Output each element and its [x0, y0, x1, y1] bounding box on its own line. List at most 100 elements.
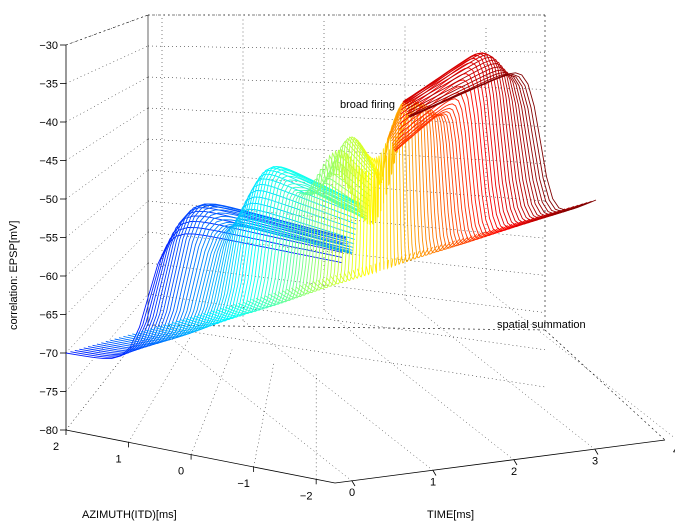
surface-line-54 — [304, 144, 373, 292]
z-grid-left-1 — [65, 45, 149, 84]
surface-line-116 — [408, 72, 579, 216]
surface-line-96 — [396, 107, 491, 241]
y-axis-label: TIME[ms] — [427, 509, 474, 521]
surface-line-0 — [65, 233, 342, 359]
z-grid-left-7 — [65, 231, 149, 315]
surface-line-110 — [404, 54, 553, 223]
z-grid-back-10 — [147, 324, 546, 388]
z-tick-label-10: −80 — [39, 425, 58, 437]
z-grid-left-9 — [65, 293, 149, 392]
surface-line-113 — [406, 63, 566, 219]
y-axis-line — [334, 439, 666, 484]
x-tick-label-2: 0 — [178, 466, 184, 478]
surface-line-111 — [405, 56, 557, 222]
y-tick-mark-1 — [432, 470, 437, 476]
y-tick-label-4: 4 — [673, 445, 675, 457]
y-tick-mark-0 — [351, 480, 356, 487]
y-tick-label-2: 2 — [511, 466, 517, 478]
z-grid-back-8 — [147, 262, 546, 313]
surface-line-86 — [390, 101, 447, 253]
y-floor-grid-4 — [485, 288, 675, 439]
y-tick-label-1: 1 — [430, 477, 436, 489]
y-tick-label-0: 0 — [349, 487, 355, 499]
y-floor-grid-1 — [242, 320, 434, 471]
floor-right-edge — [544, 329, 666, 441]
z-tick-label-6: −60 — [39, 271, 58, 283]
annotation-broad-firing: broad firing — [340, 99, 395, 111]
y-tick-mark-2 — [513, 459, 518, 466]
z-tick-label-9: −75 — [39, 387, 58, 399]
surface-line-22 — [163, 214, 355, 332]
surface-line-94 — [395, 113, 482, 243]
z-tick-label-5: −55 — [39, 233, 58, 245]
surface-line-103 — [400, 67, 522, 232]
x-grid-2 — [191, 345, 273, 455]
surface-line-72 — [382, 148, 385, 270]
surface-line-2 — [74, 220, 343, 357]
z-tick-label-7: −65 — [39, 310, 58, 322]
y-floor-grid-2 — [323, 309, 515, 461]
z-tick-label-8: −70 — [39, 348, 58, 360]
x-floor-grid-2 — [190, 349, 233, 455]
z-tick-label-4: −50 — [39, 194, 58, 206]
y-tick-mark-3 — [594, 449, 599, 455]
surface-line-100 — [398, 85, 508, 236]
labels: correlation: EPSP[mV] AZIMUTH(ITD)[ms] T… — [8, 99, 586, 521]
surface-line-108 — [403, 52, 544, 225]
z-axis-label: correlation: EPSP[mV] — [8, 221, 20, 330]
y-floor-grid-0 — [161, 330, 353, 482]
z-grid-left-6 — [65, 200, 149, 277]
surface-line-35 — [220, 169, 362, 316]
z-grid-left-4 — [65, 138, 149, 200]
z-grid-back-6 — [147, 200, 546, 239]
surface-line-10 — [110, 206, 348, 347]
surface-line-37 — [229, 175, 363, 313]
z-grid-left-0 — [65, 14, 149, 46]
z-grid-left-2 — [65, 76, 149, 123]
surface-line-1 — [70, 227, 343, 358]
surface-line-12 — [118, 212, 349, 344]
surface-line-39 — [238, 183, 365, 311]
surface-line-97 — [397, 103, 495, 239]
surface-line-120 — [410, 72, 597, 211]
surface-line-112 — [405, 59, 561, 220]
surface-line-95 — [395, 111, 486, 242]
floor-back-edge — [147, 324, 546, 331]
z-tick-label-1: −35 — [39, 79, 58, 91]
surface-line-69 — [370, 155, 382, 275]
grid — [65, 14, 675, 482]
surface-line-114 — [406, 66, 570, 218]
x-floor-grid-3 — [253, 361, 275, 468]
z-grid-left-5 — [65, 169, 149, 238]
z-grid-left-3 — [65, 107, 149, 161]
surface-line-24 — [171, 202, 356, 330]
surface-line-50 — [286, 166, 371, 297]
x-tick-label-4: −2 — [300, 490, 313, 502]
z-grid-back-9 — [147, 293, 546, 351]
surface-line-25 — [176, 196, 357, 328]
x-floor-grid-1 — [128, 337, 191, 443]
axes-box — [65, 14, 666, 484]
ticks: −30 −35 −40 −45 −50 −55 −60 −65 −70 −75 −80 2 1 0 −1 −2… — [39, 40, 675, 502]
surface-line-91 — [393, 113, 469, 247]
z-grid-left-8 — [65, 262, 149, 354]
surface-line-28 — [189, 178, 358, 324]
surface-line-119 — [409, 74, 592, 212]
y-floor-grid-3 — [404, 299, 596, 450]
surface-line-92 — [394, 114, 473, 246]
surface-line-34 — [216, 167, 362, 317]
z-tick-label-0: −30 — [39, 40, 58, 52]
y-tick-label-3: 3 — [592, 456, 598, 468]
surface-line-115 — [407, 69, 575, 217]
surface-line-71 — [379, 152, 383, 271]
surface-line-19 — [149, 224, 353, 336]
annotation-spatial-summation: spatial summation — [497, 319, 586, 331]
x-grid-3 — [254, 357, 336, 467]
surface-line-73 — [383, 143, 389, 270]
x-tick-label-3: −1 — [237, 478, 250, 490]
z-tick-label-3: −45 — [39, 156, 58, 168]
z-grid-back-1 — [147, 45, 546, 53]
surface-line-98 — [397, 98, 500, 238]
x-grid-4 — [316, 369, 398, 479]
